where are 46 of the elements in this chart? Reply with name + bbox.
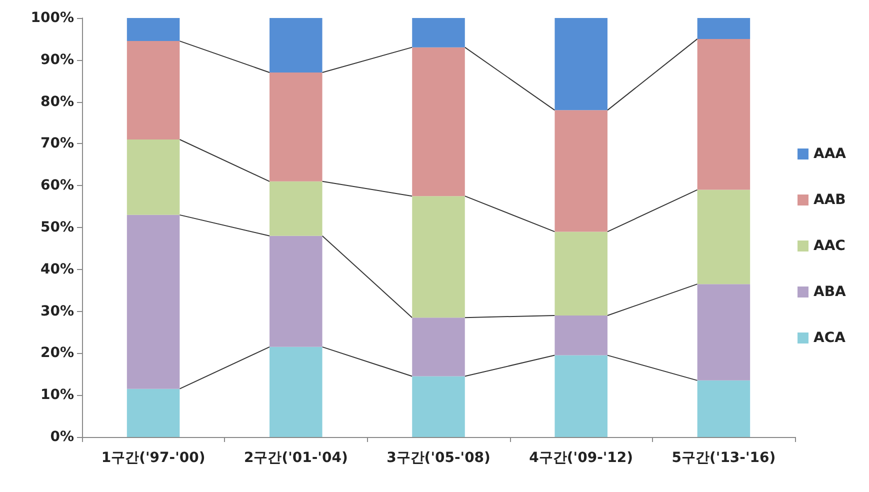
bar (270, 236, 322, 347)
x-tick-label: 3구간('05-'08) (386, 450, 490, 466)
y-tick-label: 70% (40, 136, 74, 152)
bar (412, 18, 465, 48)
y-tick-label: 50% (40, 220, 74, 236)
y-tick-label: 20% (40, 345, 74, 362)
bar (697, 38, 750, 190)
bar (412, 196, 465, 318)
bar (270, 181, 322, 236)
bar (697, 190, 750, 284)
bar (554, 315, 608, 356)
bar (554, 110, 608, 232)
x-tick-label: 1구간('97-'00) (101, 450, 206, 466)
bar (554, 232, 608, 316)
y-tick-label: 40% (40, 261, 74, 278)
bar (554, 355, 608, 437)
bar (126, 388, 180, 437)
y-tick-label: 80% (40, 94, 74, 110)
legend-label: AAB (813, 192, 846, 208)
bar (270, 72, 322, 182)
bar (412, 47, 465, 196)
x-tick-label: 2구간('01-'04) (244, 450, 348, 466)
y-tick-label: 90% (40, 52, 74, 68)
x-tick-label: 4구간('09-'12) (529, 450, 634, 466)
bar (697, 284, 750, 380)
bar (126, 18, 180, 42)
x-tick-label: 5구간('13-'16) (672, 450, 776, 466)
legend-label: AAA (813, 146, 846, 162)
legend-label: ABA (813, 284, 846, 300)
y-tick-label: 30% (40, 303, 74, 320)
bar (697, 18, 750, 39)
y-tick-label: 0% (50, 429, 74, 445)
legend-label: AAC (813, 238, 846, 254)
bar (270, 18, 322, 72)
bar (126, 214, 180, 389)
bar (697, 380, 750, 437)
y-tick-label: 10% (40, 387, 74, 404)
bar (412, 318, 465, 376)
bar (554, 18, 608, 110)
bar (126, 41, 180, 140)
bar (270, 346, 322, 437)
legend-label: ACA (813, 330, 846, 346)
bar (412, 376, 465, 437)
bar (126, 140, 180, 215)
y-tick-label: 100% (30, 10, 74, 26)
y-tick-label: 60% (40, 178, 74, 194)
